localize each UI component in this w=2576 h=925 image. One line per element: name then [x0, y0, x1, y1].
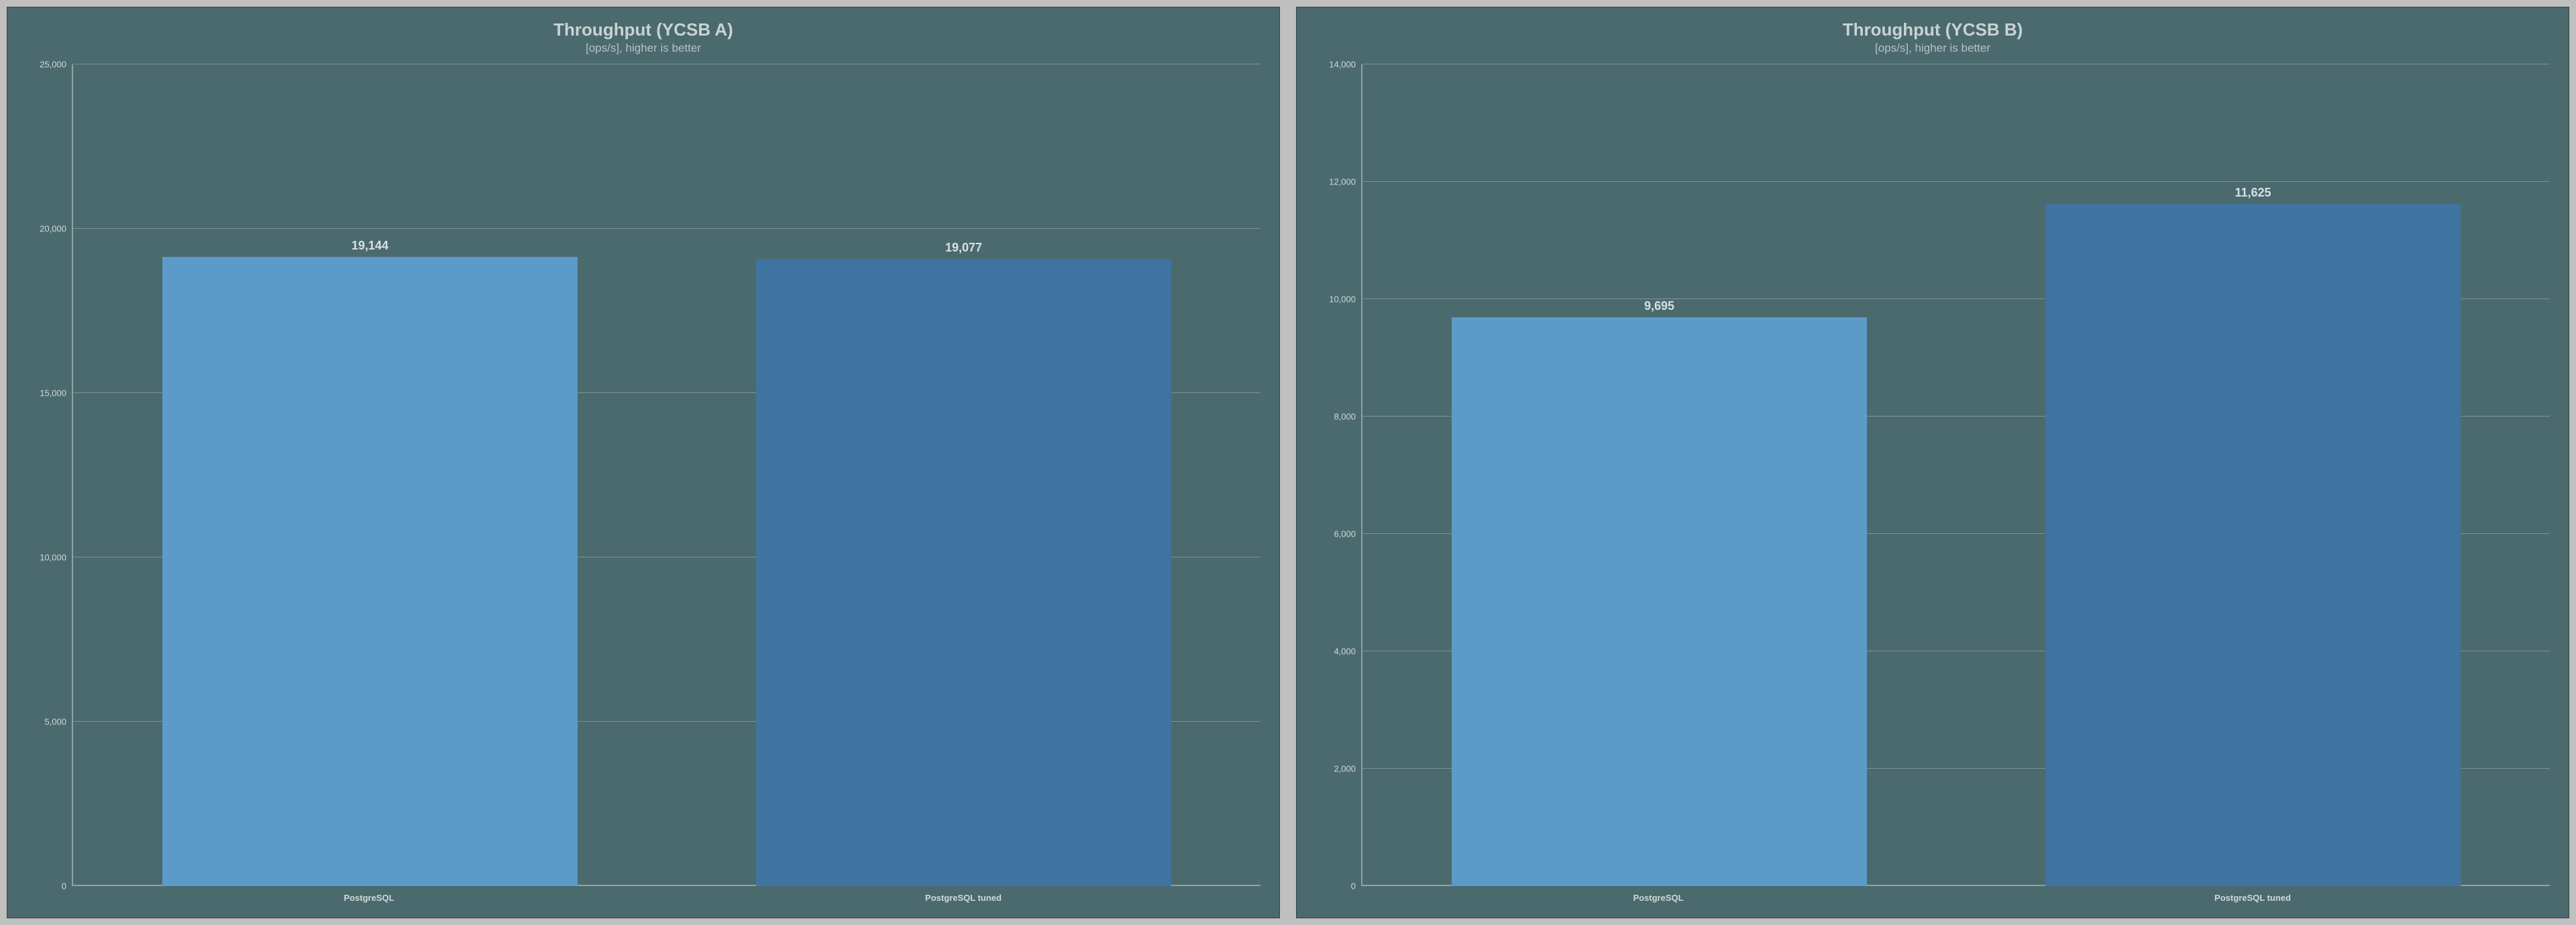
x-axis-label: PostgreSQL tuned: [1955, 893, 2550, 903]
y-tick-label: 5,000: [44, 717, 66, 727]
y-tick-label: 15,000: [40, 388, 66, 398]
x-axis: PostgreSQLPostgreSQL tuned: [1361, 893, 2550, 903]
chart-panel-1: Throughput (YCSB B) [ops/s], higher is be…: [1296, 7, 2569, 918]
chart-panel-0: Throughput (YCSB A) [ops/s], higher is be…: [7, 7, 1280, 918]
y-tick-label: 25,000: [40, 60, 66, 70]
bar-slot: 19,144: [73, 64, 667, 886]
bar-slot: 11,625: [1956, 64, 2550, 886]
y-tick-label: 12,000: [1329, 177, 1356, 187]
y-axis: 02,0004,0006,0008,00010,00012,00014,000: [1316, 64, 1361, 886]
bars-container: 19,144 19,077: [73, 64, 1260, 886]
y-axis: 05,00010,00015,00020,00025,000: [26, 64, 72, 886]
bars-container: 9,695 11,625: [1362, 64, 2550, 886]
chart-body: 05,00010,00015,00020,00025,00019,14419,0…: [26, 64, 1260, 886]
y-tick-label: 2,000: [1334, 764, 1356, 774]
bar: 19,144: [162, 257, 578, 886]
bar-value-label: 11,625: [2235, 186, 2271, 200]
bar: 19,077: [756, 259, 1172, 886]
plot-area: 19,144 19,077: [72, 64, 1260, 886]
chart-title: Throughput (YCSB A): [26, 19, 1260, 40]
bar-value-label: 9,695: [1644, 299, 1674, 313]
y-tick-label: 6,000: [1334, 529, 1356, 539]
x-axis: PostgreSQLPostgreSQL tuned: [72, 893, 1260, 903]
chart-body: 02,0004,0006,0008,00010,00012,00014,0009…: [1316, 64, 2550, 886]
y-tick-label: 14,000: [1329, 60, 1356, 70]
bar-value-label: 19,144: [352, 239, 388, 253]
bar-value-label: 19,077: [945, 241, 982, 255]
bar-slot: 19,077: [667, 64, 1260, 886]
bar: 11,625: [2045, 204, 2461, 886]
y-tick-label: 10,000: [40, 553, 66, 563]
x-axis-label: PostgreSQL: [1361, 893, 1955, 903]
bar-slot: 9,695: [1362, 64, 1956, 886]
chart-title: Throughput (YCSB B): [1316, 19, 2550, 40]
y-tick-label: 0: [62, 881, 66, 891]
y-tick-label: 4,000: [1334, 647, 1356, 657]
plot-area: 9,695 11,625: [1361, 64, 2550, 886]
y-tick-label: 20,000: [40, 224, 66, 234]
chart-subtitle: [ops/s], higher is better: [1316, 42, 2550, 55]
x-axis-label: PostgreSQL tuned: [666, 893, 1260, 903]
y-tick-label: 0: [1351, 881, 1356, 891]
y-tick-label: 8,000: [1334, 412, 1356, 422]
bar: 9,695: [1452, 317, 1868, 886]
chart-subtitle: [ops/s], higher is better: [26, 42, 1260, 55]
y-tick-label: 10,000: [1329, 294, 1356, 305]
x-axis-label: PostgreSQL: [72, 893, 666, 903]
